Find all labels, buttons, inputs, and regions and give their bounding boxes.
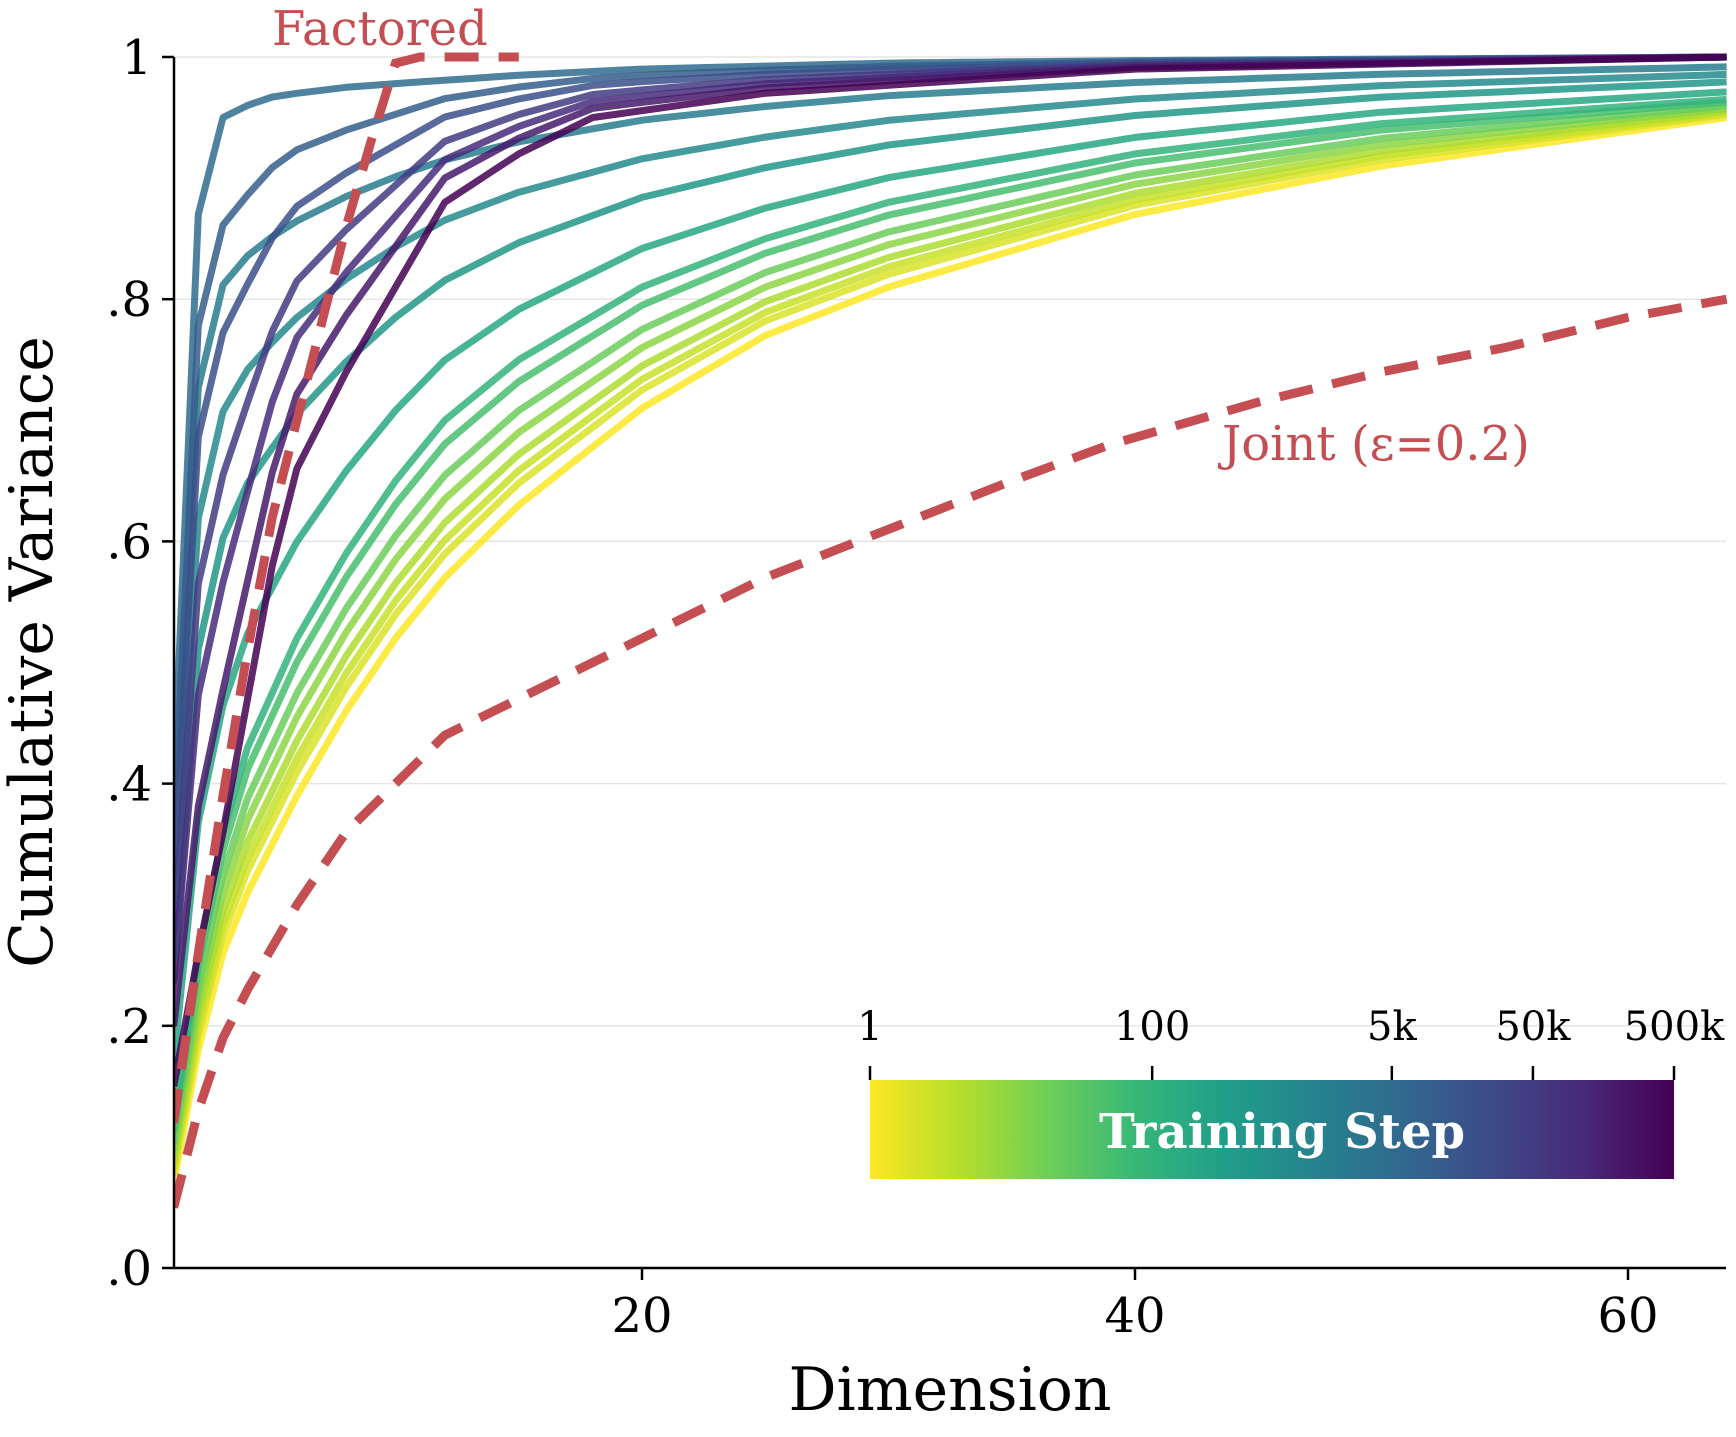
training-curve-step-10 xyxy=(174,105,1727,1154)
training-curve-step-1 xyxy=(174,114,1728,1184)
y-tick-label-2: .4 xyxy=(106,757,152,813)
x-tick-label-1: 40 xyxy=(1104,1288,1165,1344)
colorbar-tick-label-4: 500k xyxy=(1624,1004,1725,1050)
joint-label: Joint (ε=0.2) xyxy=(1217,416,1530,472)
colorbar-tick-label-3: 50k xyxy=(1495,1004,1571,1050)
reference-curves xyxy=(174,52,1728,1209)
training-curve-step-500 xyxy=(174,78,1727,984)
axes: .0 .2 .4 .6 .8 1 20 40 60 xyxy=(106,30,1726,1344)
colorbar-tick-label-1: 100 xyxy=(1114,1004,1190,1050)
reference-curve-0 xyxy=(174,52,519,1124)
colorbar-gradient xyxy=(870,1080,1674,1179)
x-tick-label-0: 20 xyxy=(611,1288,672,1344)
y-axis-title: Cumulative Variance xyxy=(0,336,67,968)
factored-label: Factored xyxy=(272,1,488,57)
colorbar-title: Training Step xyxy=(1099,1104,1465,1160)
training-curve-step-2000 xyxy=(174,63,1727,864)
training-curve-step-500000 xyxy=(174,53,1727,1087)
training-curve-step-5 xyxy=(174,107,1728,1163)
colorbar-tick-label-0: 1 xyxy=(857,1004,882,1050)
y-tick-label-3: .6 xyxy=(106,514,152,570)
y-tick-label-1: .2 xyxy=(106,999,152,1055)
training-curves xyxy=(174,53,1728,1184)
y-tick-label-0: .0 xyxy=(106,1241,152,1297)
reference-curve-1 xyxy=(174,294,1728,1209)
training-curve-step-3 xyxy=(174,109,1728,1170)
training-curve-step-200 xyxy=(174,88,1727,1063)
x-axis-title: Dimension xyxy=(788,1355,1111,1425)
x-tick-label-2: 60 xyxy=(1597,1288,1658,1344)
training-curve-step-50 xyxy=(174,98,1727,1133)
training-curve-step-20 xyxy=(174,102,1727,1145)
training-curve-step-100 xyxy=(174,95,1727,1124)
colorbar: Training Step 1 100 5k 50k 500k xyxy=(857,1004,1725,1179)
y-tick-label-4: .8 xyxy=(106,272,152,328)
y-tick-label-5: 1 xyxy=(121,30,152,86)
colorbar-tick-label-2: 5k xyxy=(1367,1004,1417,1050)
